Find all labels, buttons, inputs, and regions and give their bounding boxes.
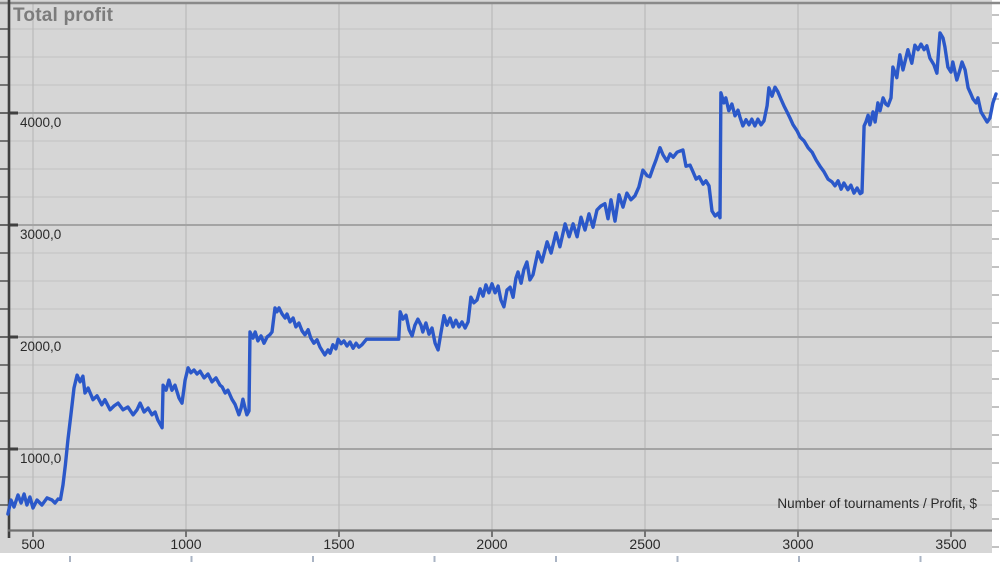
y-tick-label: 2000,0 <box>20 339 61 354</box>
chart-title: Total profit <box>13 5 114 26</box>
x-tick-label: 3000 <box>782 536 813 552</box>
x-tick-label: 2000 <box>476 536 507 552</box>
x-tick-label: 1500 <box>323 536 354 552</box>
y-tick-label: 4000,0 <box>20 115 61 130</box>
axis-caption: Number of tournaments / Profit, $ <box>777 496 977 511</box>
y-tick-label: 3000,0 <box>20 227 61 242</box>
x-tick-label: 500 <box>21 536 45 552</box>
x-tick-label: 2500 <box>629 536 660 552</box>
profit-line <box>6 31 998 516</box>
plot-background <box>0 0 992 553</box>
x-tick-label: 1000 <box>170 536 201 552</box>
x-tick-label: 3500 <box>935 536 966 552</box>
y-tick-label: 1000,0 <box>20 451 61 466</box>
